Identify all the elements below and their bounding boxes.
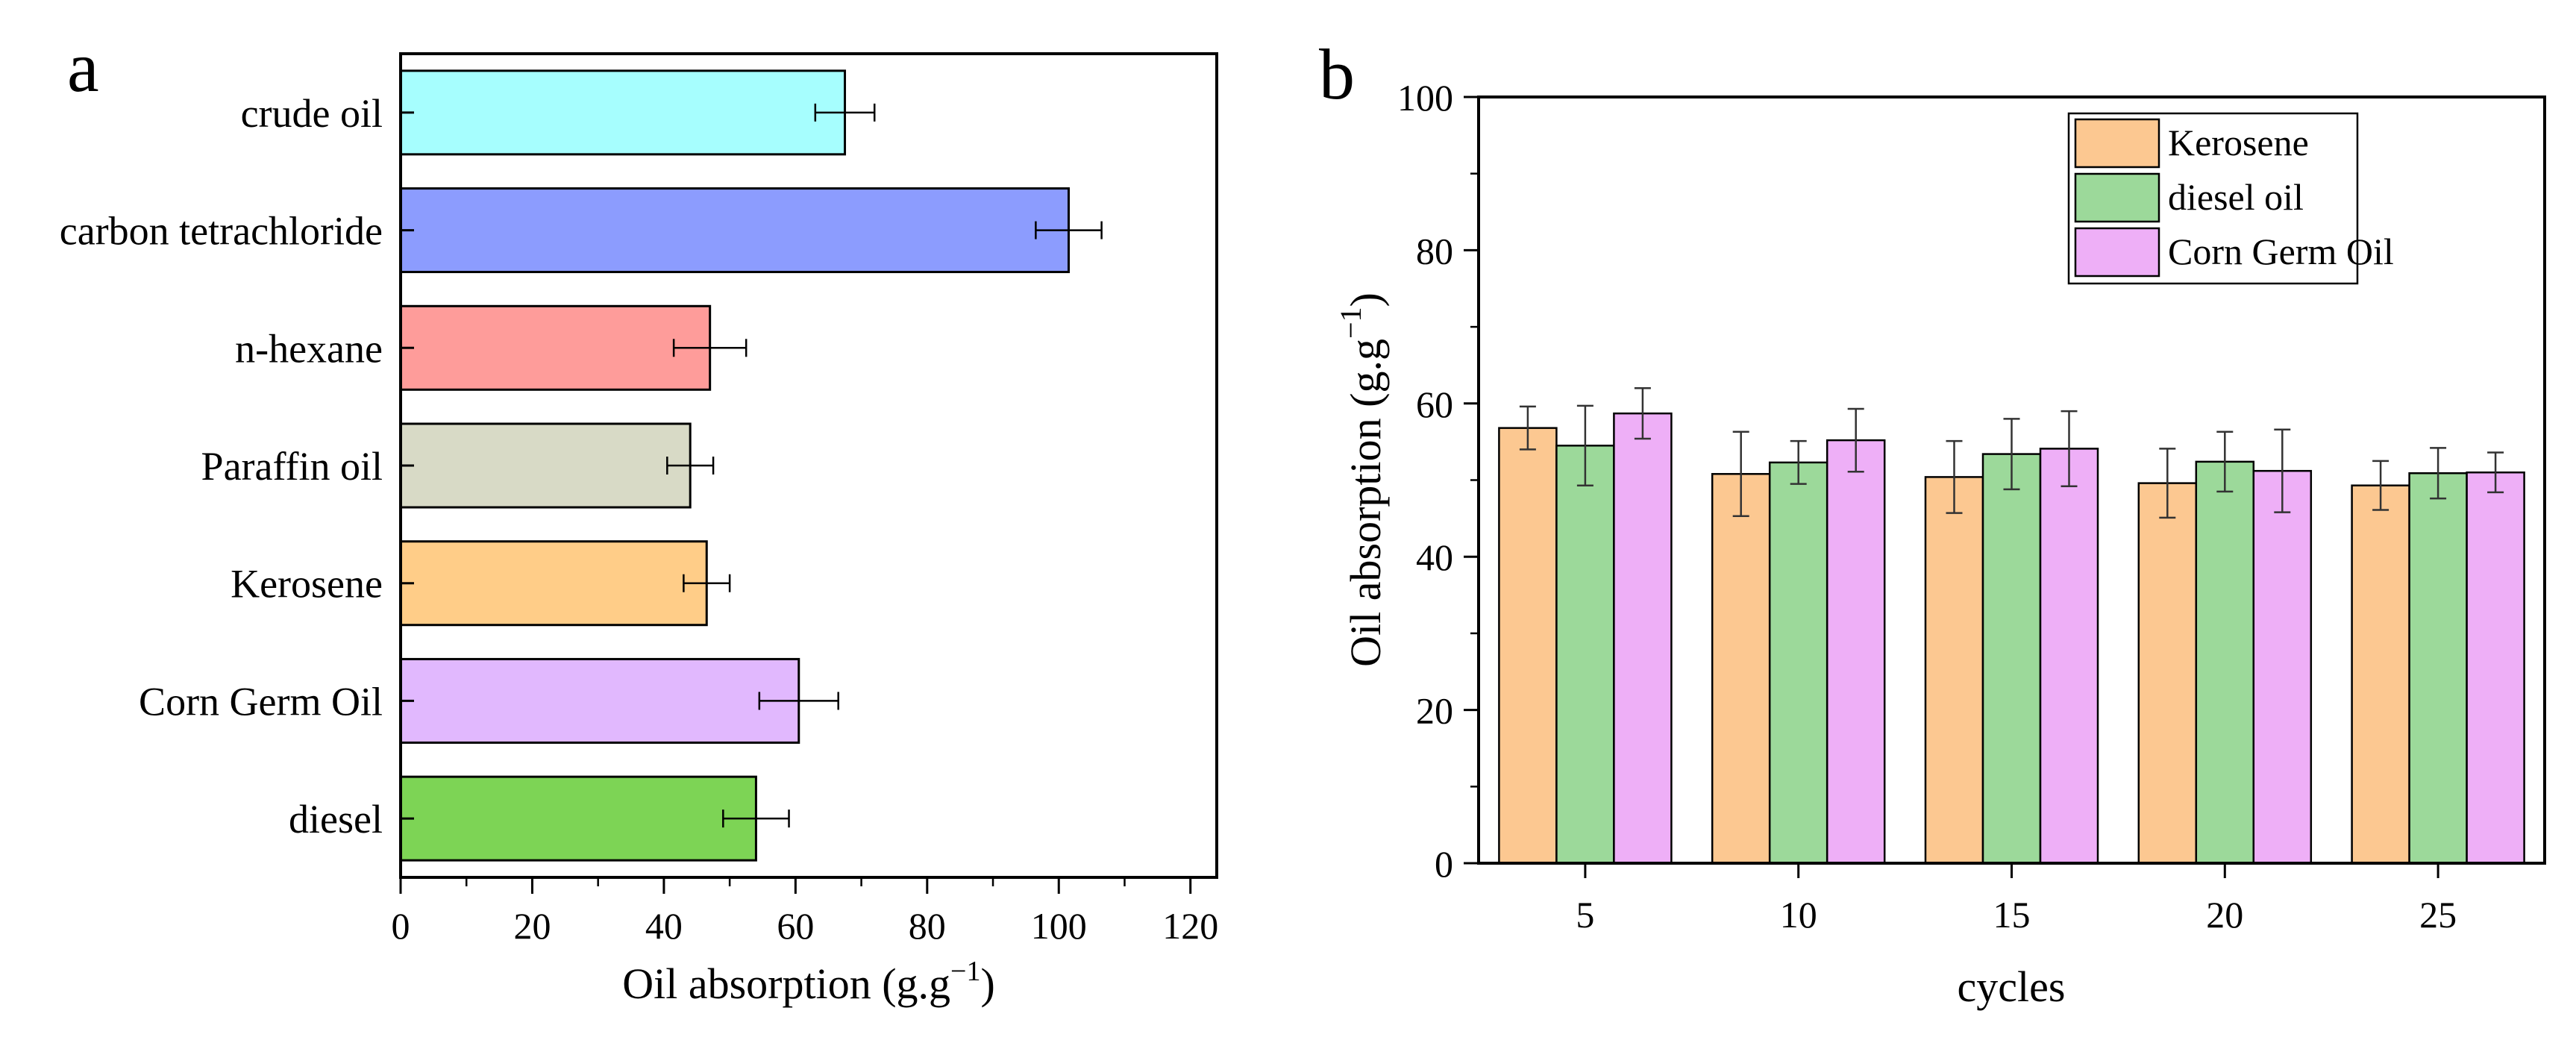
error-bar-b-4-1 [2430, 447, 2447, 500]
error-bar-b-2-1 [2003, 418, 2020, 491]
panel-b-bars [1498, 412, 2525, 865]
panel-a-frame [399, 52, 1218, 879]
bar-b-2-1 [1981, 453, 2042, 865]
category-label-a-2: n-hexane [235, 326, 383, 371]
x-tick-label-b-2: 15 [1993, 894, 2031, 936]
error-bar-b-0-0 [1519, 405, 1536, 451]
error-bar-b-3-2 [2274, 428, 2291, 513]
error-bar-b-1-2 [1847, 407, 1864, 473]
y-tick-label-b-4: 80 [1416, 230, 1453, 272]
error-bar-b-3-0 [2159, 448, 2176, 519]
legend-label-1: diesel oil [2168, 176, 2304, 218]
error-bar-b-0-2 [1634, 387, 1651, 440]
x-tick-label-a-2: 40 [645, 905, 683, 947]
bar-b-3-2 [2252, 469, 2313, 865]
bar-b-2-2 [2039, 448, 2099, 865]
panel-b-y-ticks: 0 20 40 60 80 100 [1397, 77, 1479, 885]
x-tick-label-a-4: 80 [909, 905, 946, 947]
x-tick-label-a-6: 120 [1162, 905, 1218, 947]
y-tick-label-b-0: 0 [1435, 843, 1453, 885]
bar-a-4 [399, 540, 708, 627]
bar-b-4-0 [2351, 484, 2410, 865]
error-bar-b-3-1 [2216, 430, 2234, 493]
panel-b-x-axis-title: cycles [1958, 962, 2066, 1011]
error-bar-a-3 [666, 457, 715, 474]
panel-b-x-ticks: 5 10 15 20 25 [1576, 863, 2457, 936]
panel-b-legend: Kerosene diesel oil Corn Germ Oil [2067, 112, 2394, 285]
error-bar-a-1 [1035, 221, 1103, 239]
bar-b-1-2 [1826, 439, 1886, 865]
panel-b-chart: 0 20 40 60 80 100 5 10 15 20 25 cycles Oil absorp… [1334, 77, 2546, 1011]
panel-a-category-labels: crude oil carbon tetrachloride n-hexane Par… [60, 91, 414, 842]
panel-b-error-bars [1519, 387, 2504, 519]
panel-b-frame [1477, 95, 2546, 865]
error-bar-a-2 [672, 339, 748, 357]
x-tick-label-a-1: 20 [513, 905, 551, 947]
bar-b-1-0 [1711, 473, 1771, 865]
bar-a-6 [399, 775, 757, 862]
error-bar-b-2-2 [2061, 410, 2078, 487]
bar-b-3-1 [2195, 460, 2255, 865]
x-tick-label-b-3: 20 [2206, 894, 2243, 936]
panel-b-y-axis-title: Oil absorption (g.g−1) [1334, 292, 1390, 667]
y-tick-label-b-3: 60 [1416, 383, 1453, 425]
error-bar-a-4 [683, 574, 731, 592]
error-bar-b-1-0 [1732, 430, 1749, 518]
category-label-a-4: Kerosene [231, 562, 383, 607]
bar-b-0-2 [1613, 412, 1673, 865]
panel-b-label: b [1319, 34, 1355, 114]
error-bar-a-5 [758, 692, 839, 710]
panel-a-x-axis-title: Oil absorption (g.g−1) [622, 956, 995, 1008]
category-label-a-6: diesel [289, 797, 383, 842]
legend-swatch-0 [2074, 118, 2160, 169]
bar-b-4-2 [2466, 471, 2525, 865]
bar-a-5 [399, 657, 800, 744]
x-tick-label-a-0: 0 [392, 905, 410, 947]
error-bar-b-1-1 [1790, 439, 1807, 485]
x-tick-label-a-5: 100 [1031, 905, 1087, 947]
bar-b-1-1 [1768, 461, 1828, 865]
y-tick-label-b-1: 20 [1416, 690, 1453, 732]
legend-label-0: Kerosene [2168, 122, 2309, 163]
bar-a-2 [399, 304, 712, 391]
panel-a-chart: crude oil carbon tetrachloride n-hexane Par… [60, 52, 1218, 1008]
x-tick-label-b-4: 25 [2419, 894, 2457, 936]
x-tick-label-b-0: 5 [1576, 894, 1594, 936]
error-bar-b-4-2 [2487, 451, 2504, 494]
y-tick-label-b-2: 40 [1416, 536, 1453, 578]
error-bar-a-0 [814, 103, 876, 122]
bar-a-3 [399, 422, 692, 509]
x-tick-label-a-3: 60 [777, 905, 814, 947]
bar-b-3-0 [2137, 482, 2198, 865]
bar-b-2-0 [1924, 476, 1984, 865]
panel-a-label: a [67, 27, 99, 107]
panel-a-bars [399, 69, 1070, 862]
bar-b-0-0 [1498, 427, 1558, 865]
error-bar-b-4-0 [2372, 460, 2389, 511]
legend-swatch-2 [2074, 227, 2160, 278]
error-bar-b-2-0 [1946, 439, 1963, 514]
bar-a-0 [399, 69, 847, 156]
bar-a-1 [399, 187, 1070, 274]
error-bar-b-0-1 [1576, 404, 1593, 486]
legend-label-2: Corn Germ Oil [2168, 231, 2394, 272]
error-bar-a-6 [722, 809, 790, 828]
category-label-a-1: carbon tetrachloride [60, 209, 383, 254]
category-label-a-5: Corn Germ Oil [139, 679, 383, 724]
category-label-a-0: crude oil [241, 91, 383, 136]
category-label-a-3: Paraffin oil [201, 444, 383, 489]
panel-a-error-bars [666, 103, 1103, 828]
panel-a-x-ticks: 0 20 40 60 80 100 120 [392, 877, 1218, 947]
legend-swatch-1 [2074, 172, 2160, 223]
y-tick-label-b-5: 100 [1397, 77, 1453, 119]
x-tick-label-b-1: 10 [1780, 894, 1817, 936]
bar-b-4-1 [2408, 472, 2468, 865]
bar-b-0-1 [1555, 445, 1615, 865]
